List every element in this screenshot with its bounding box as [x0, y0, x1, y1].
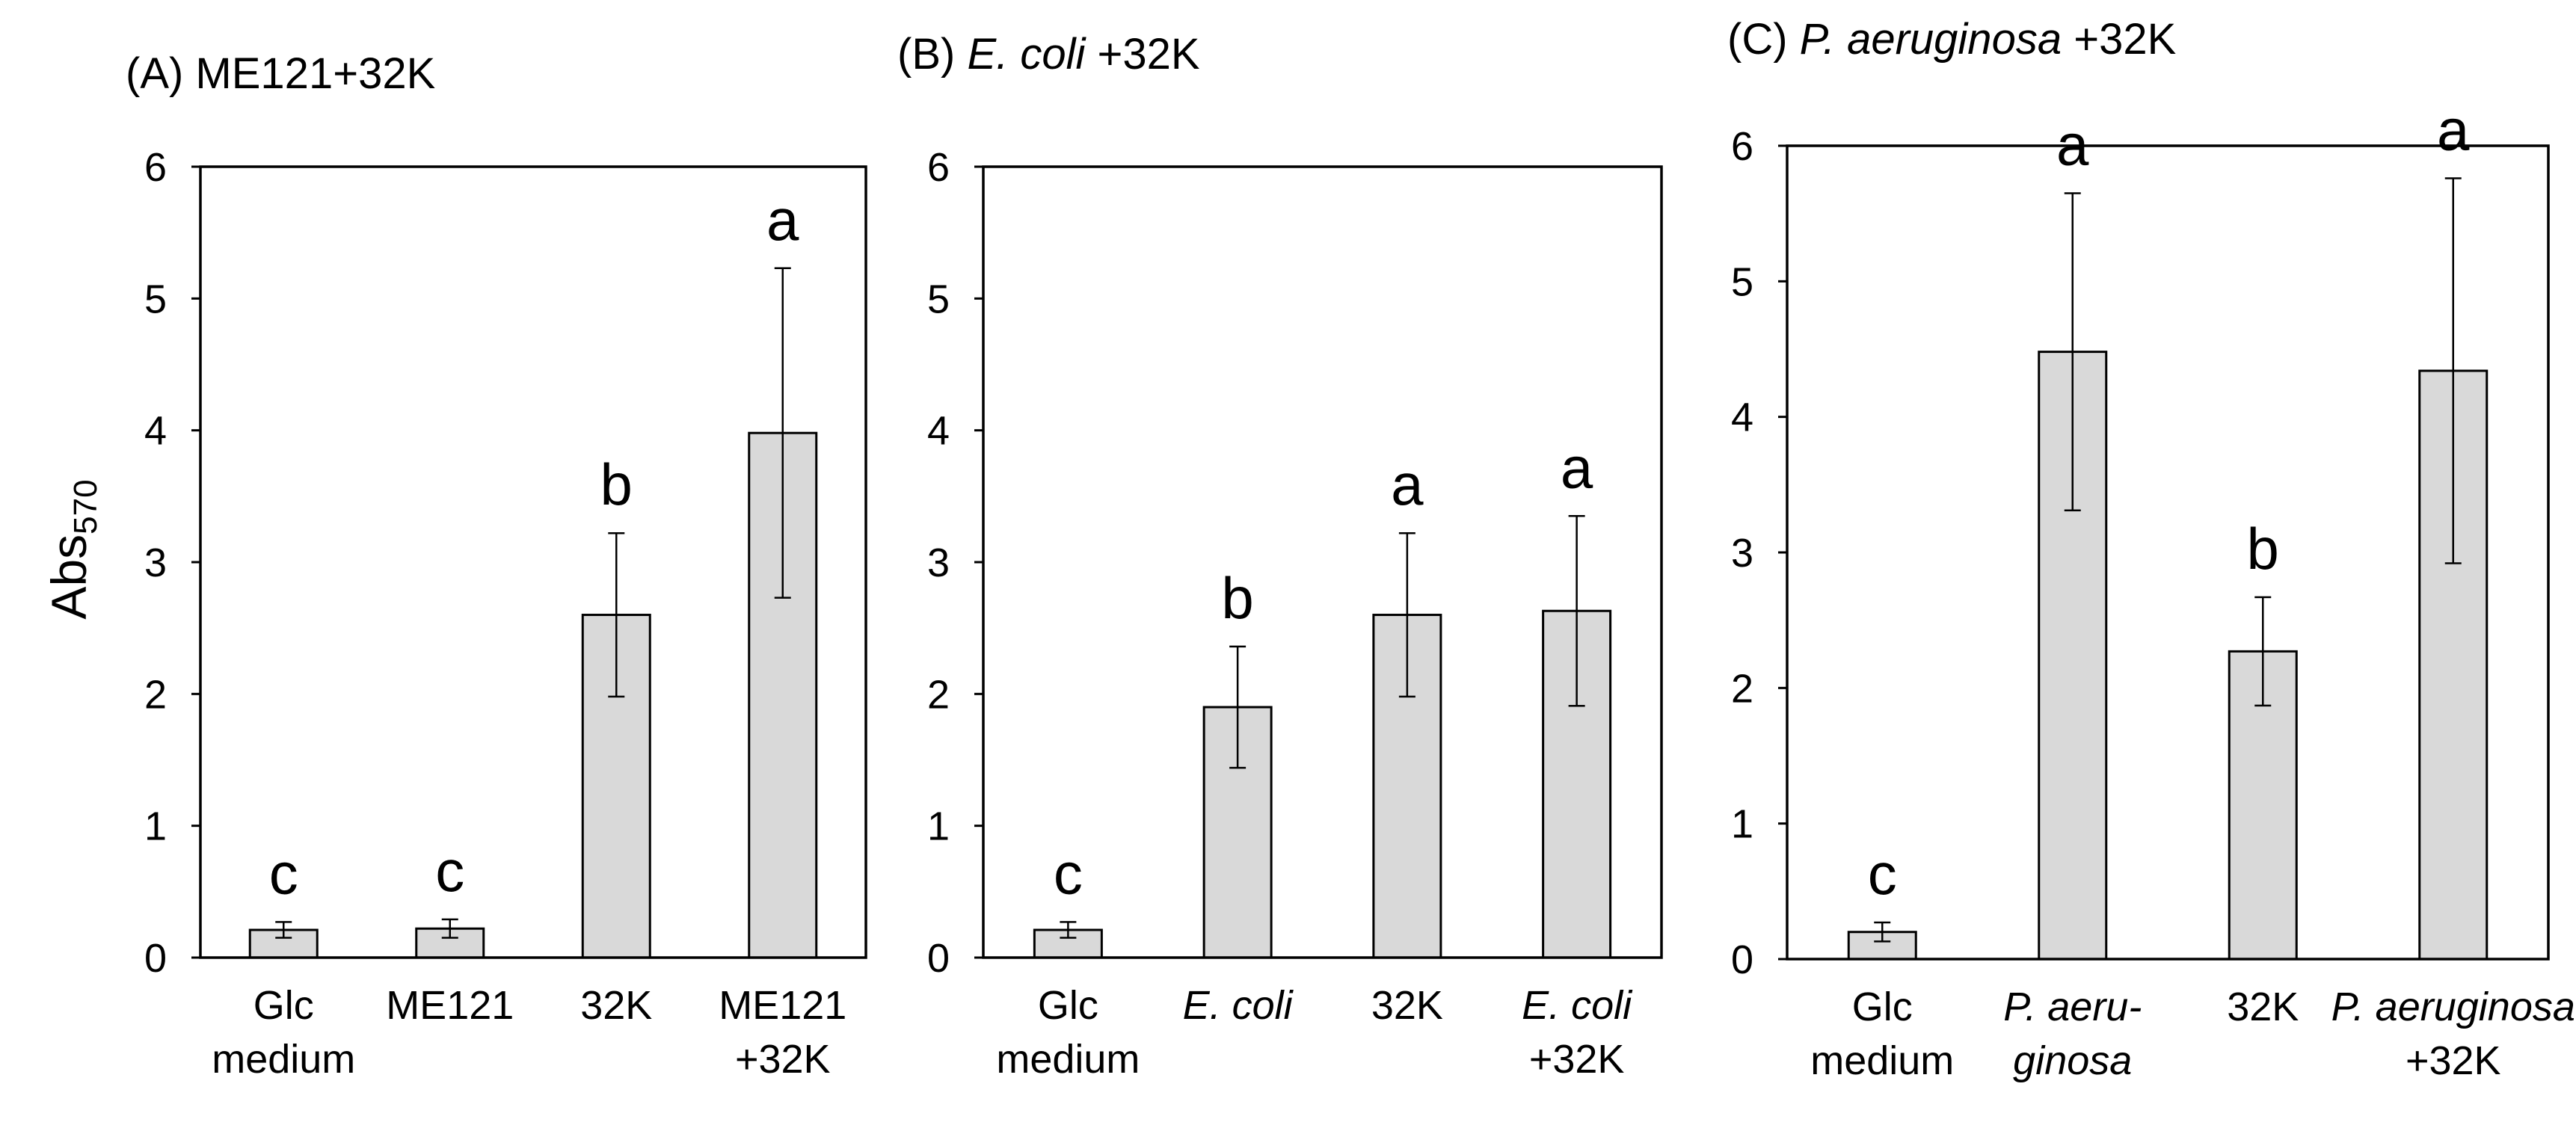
- panel-c-ytick-label-0: 0: [1731, 937, 1753, 982]
- panel-a-ytick-label-6: 6: [144, 145, 167, 190]
- panel-b-ytick-label-6: 6: [927, 145, 950, 190]
- panel-b-ytick-label-4: 4: [927, 409, 950, 454]
- panel-b-category-label-3-line-0: E. coli: [1522, 983, 1633, 1028]
- panel-c-title-part-2: +32K: [2062, 15, 2176, 64]
- panel-c-title-part-0: (C): [1727, 15, 1800, 64]
- panel-c-ytick-label-3: 3: [1731, 531, 1753, 576]
- panel-c-title: (C) P. aeruginosa +32K: [1727, 15, 2177, 64]
- panel-a-category-label-0-line-0: Glc: [253, 983, 314, 1028]
- panel-a-ytick-label-4: 4: [144, 409, 167, 454]
- panel-b-significance-letter-1: b: [1221, 565, 1253, 631]
- panel-b-title: (B) E. coli +32K: [897, 30, 1200, 78]
- panel-c-ytick-label-5: 5: [1731, 259, 1753, 304]
- panel-a-significance-letter-3: a: [766, 187, 799, 253]
- y-axis-label-main: Abs: [41, 534, 96, 620]
- panel-a-significance-letter-1: c: [435, 838, 464, 904]
- panel-a-category-label-1-line-0: ME121: [386, 983, 514, 1028]
- panel-c-plot-frame: [1786, 144, 2550, 961]
- panel-a-plot-frame: [199, 165, 867, 959]
- panel-c: (C) P. aeruginosa +32K 0 1 2 3 4 5 6 c Glc medium a…: [1727, 15, 2575, 1083]
- panel-b-ytick-label-1: 1: [927, 804, 950, 849]
- panel-c-category-label-0-line-1: medium: [1810, 1038, 1954, 1083]
- panel-a-category-label-2-line-0: 32K: [580, 983, 652, 1028]
- y-axis-label: Abs570: [41, 479, 104, 619]
- panel-c-category-label-0-line-0: Glc: [1852, 985, 1913, 1029]
- panel-a: (A) ME121+32K 0 1 2 3 4 5 6 c Glc medium c ME121 b 32K…: [126, 49, 867, 1082]
- panel-b-ytick-label-2: 2: [927, 672, 950, 717]
- panel-a-title: (A) ME121+32K: [126, 49, 436, 98]
- panel-c-significance-letter-0: c: [1868, 841, 1897, 907]
- panel-b: (B) E. coli +32K 0 1 2 3 4 5 6 c Glc medium b E. col…: [897, 30, 1663, 1082]
- panel-c-category-label-1-line-1: ginosa: [2013, 1038, 2132, 1083]
- panel-c-ytick-label-4: 4: [1731, 395, 1753, 440]
- panel-c-significance-letter-2: b: [2247, 516, 2279, 582]
- panel-b-category-label-1-line-0: E. coli: [1183, 983, 1294, 1028]
- panel-b-title-part-2: +32K: [1085, 30, 1199, 78]
- panel-a-ytick-label-2: 2: [144, 672, 167, 717]
- panel-c-category-label-1-line-0: P. aeru-: [2003, 985, 2142, 1029]
- panel-b-title-part-1: E. coli: [967, 30, 1086, 78]
- panel-b-category-label-2-line-0: 32K: [1371, 983, 1443, 1028]
- panel-c-title-part-1: P. aeruginosa: [1800, 15, 2062, 64]
- panel-b-significance-letter-3: a: [1561, 434, 1593, 500]
- panel-a-significance-letter-0: c: [269, 840, 298, 906]
- panel-a-category-label-3-line-0: ME121: [719, 983, 846, 1028]
- panel-b-ytick-label-5: 5: [927, 277, 950, 321]
- panel-a-ytick-label-1: 1: [144, 804, 167, 849]
- panel-a-title-part-0: (A) ME121+32K: [126, 49, 436, 98]
- panel-b-ytick-label-3: 3: [927, 540, 950, 585]
- panel-c-category-label-2-line-0: 32K: [2227, 985, 2299, 1029]
- panel-c-significance-letter-3: a: [2437, 97, 2470, 163]
- panel-b-plot-frame: [982, 165, 1663, 959]
- panel-b-category-label-3-line-1: +32K: [1529, 1037, 1625, 1082]
- panel-c-ytick-label-2: 2: [1731, 666, 1753, 711]
- panel-c-ytick-label-1: 1: [1731, 802, 1753, 847]
- panel-a-significance-letter-2: b: [600, 452, 633, 517]
- panel-b-category-label-0-line-1: medium: [996, 1037, 1140, 1082]
- panel-a-ytick-label-3: 3: [144, 540, 167, 585]
- panel-b-significance-letter-2: a: [1391, 452, 1424, 517]
- panel-a-ytick-label-0: 0: [144, 936, 167, 981]
- panel-c-category-label-3-line-0: P. aeruginosa: [2331, 985, 2575, 1029]
- panel-b-title-part-0: (B): [897, 30, 967, 78]
- panel-a-category-label-0-line-1: medium: [212, 1037, 355, 1082]
- panel-b-ytick-label-0: 0: [927, 936, 950, 981]
- panel-c-ytick-label-6: 6: [1731, 124, 1753, 169]
- panel-a-ytick-label-5: 5: [144, 277, 167, 321]
- y-axis-label-subscript: 570: [67, 479, 104, 534]
- panel-c-category-label-3-line-1: +32K: [2406, 1038, 2501, 1083]
- panel-b-significance-letter-0: c: [1054, 840, 1083, 906]
- panel-c-bar-2: [2228, 650, 2298, 961]
- panel-b-category-label-0-line-0: Glc: [1038, 983, 1098, 1028]
- panel-a-category-label-3-line-1: +32K: [735, 1037, 831, 1082]
